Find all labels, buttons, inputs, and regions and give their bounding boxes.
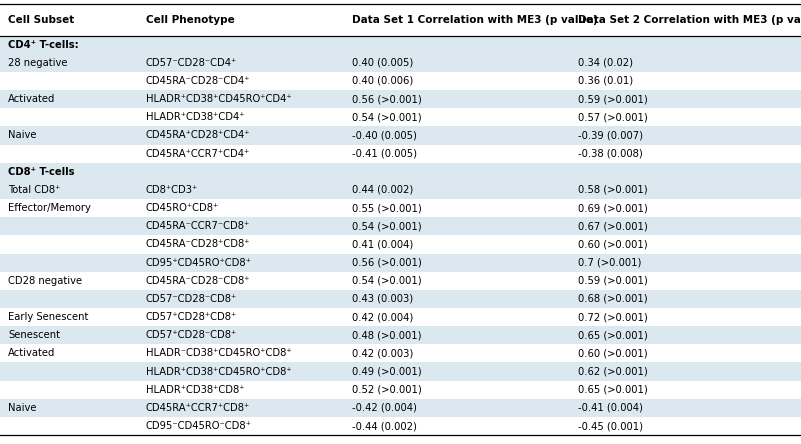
Text: 0.48 (>0.001): 0.48 (>0.001) xyxy=(352,330,421,340)
Text: CD45RA⁺CCR7⁺CD4⁺: CD45RA⁺CCR7⁺CD4⁺ xyxy=(146,149,250,159)
Text: Activated: Activated xyxy=(8,94,55,104)
Text: 0.7 (>0.001): 0.7 (>0.001) xyxy=(578,258,642,268)
Text: 0.52 (>0.001): 0.52 (>0.001) xyxy=(352,385,421,395)
Text: Early Senescent: Early Senescent xyxy=(8,312,88,322)
Text: Naive: Naive xyxy=(8,131,37,140)
Text: Cell Phenotype: Cell Phenotype xyxy=(146,15,235,25)
Text: -0.39 (0.007): -0.39 (0.007) xyxy=(578,131,643,140)
Bar xyxy=(0,199,801,217)
Text: 0.36 (0.01): 0.36 (0.01) xyxy=(578,76,634,86)
Text: Data Set 1 Correlation with ME3 (p value): Data Set 1 Correlation with ME3 (p value… xyxy=(352,15,598,25)
Text: CD45RA⁻CD28⁺CD8⁺: CD45RA⁻CD28⁺CD8⁺ xyxy=(146,239,250,250)
Text: CD4⁺ T-cells:: CD4⁺ T-cells: xyxy=(8,40,78,50)
Text: Total CD8⁺: Total CD8⁺ xyxy=(8,185,60,195)
Text: 0.54 (>0.001): 0.54 (>0.001) xyxy=(352,112,421,122)
Text: 0.65 (>0.001): 0.65 (>0.001) xyxy=(578,385,648,395)
Bar xyxy=(0,54,801,72)
Bar xyxy=(0,108,801,127)
Text: 0.60 (>0.001): 0.60 (>0.001) xyxy=(578,239,648,250)
Text: 0.59 (>0.001): 0.59 (>0.001) xyxy=(578,276,648,286)
Text: HLADR⁻CD38⁺CD45RO⁺CD8⁺: HLADR⁻CD38⁺CD45RO⁺CD8⁺ xyxy=(146,349,292,358)
Text: 0.58 (>0.001): 0.58 (>0.001) xyxy=(578,185,648,195)
Text: -0.38 (0.008): -0.38 (0.008) xyxy=(578,149,643,159)
Bar xyxy=(0,254,801,272)
Text: 0.56 (>0.001): 0.56 (>0.001) xyxy=(352,94,421,104)
Text: 0.65 (>0.001): 0.65 (>0.001) xyxy=(578,330,648,340)
Text: 0.56 (>0.001): 0.56 (>0.001) xyxy=(352,258,421,268)
Text: CD45RA⁺CD28⁺CD4⁺: CD45RA⁺CD28⁺CD4⁺ xyxy=(146,131,250,140)
Text: CD28 negative: CD28 negative xyxy=(8,276,83,286)
Text: 0.69 (>0.001): 0.69 (>0.001) xyxy=(578,203,648,213)
Text: -0.41 (0.005): -0.41 (0.005) xyxy=(352,149,417,159)
Text: HLADR⁺CD38⁺CD8⁺: HLADR⁺CD38⁺CD8⁺ xyxy=(146,385,244,395)
Text: 0.42 (0.003): 0.42 (0.003) xyxy=(352,349,413,358)
Bar xyxy=(0,235,801,254)
Text: 0.49 (>0.001): 0.49 (>0.001) xyxy=(352,367,421,377)
Text: Naive: Naive xyxy=(8,403,37,413)
Text: HLADR⁺CD38⁺CD4⁺: HLADR⁺CD38⁺CD4⁺ xyxy=(146,112,244,122)
Bar xyxy=(0,163,801,181)
Text: 0.42 (0.004): 0.42 (0.004) xyxy=(352,312,413,322)
Text: -0.42 (0.004): -0.42 (0.004) xyxy=(352,403,417,413)
Text: CD57⁺CD28⁺CD8⁺: CD57⁺CD28⁺CD8⁺ xyxy=(146,312,237,322)
Bar xyxy=(0,272,801,290)
Bar xyxy=(0,127,801,145)
Text: -0.44 (0.002): -0.44 (0.002) xyxy=(352,421,417,431)
Bar xyxy=(0,72,801,90)
Bar xyxy=(0,181,801,199)
Text: CD45RA⁺CCR7⁺CD8⁺: CD45RA⁺CCR7⁺CD8⁺ xyxy=(146,403,250,413)
Text: CD95⁻CD45RO⁻CD8⁺: CD95⁻CD45RO⁻CD8⁺ xyxy=(146,421,252,431)
Text: 0.60 (>0.001): 0.60 (>0.001) xyxy=(578,349,648,358)
Bar xyxy=(0,362,801,381)
Text: 0.55 (>0.001): 0.55 (>0.001) xyxy=(352,203,421,213)
Text: 0.54 (>0.001): 0.54 (>0.001) xyxy=(352,221,421,231)
Text: CD45RO⁺CD8⁺: CD45RO⁺CD8⁺ xyxy=(146,203,219,213)
Text: Cell Subset: Cell Subset xyxy=(8,15,74,25)
Bar xyxy=(0,326,801,344)
Text: 0.57 (>0.001): 0.57 (>0.001) xyxy=(578,112,648,122)
Text: 0.43 (0.003): 0.43 (0.003) xyxy=(352,294,413,304)
Bar xyxy=(0,417,801,435)
Text: CD57⁺CD28⁻CD8⁺: CD57⁺CD28⁻CD8⁺ xyxy=(146,330,237,340)
Text: CD95⁺CD45RO⁺CD8⁺: CD95⁺CD45RO⁺CD8⁺ xyxy=(146,258,252,268)
Text: -0.41 (0.004): -0.41 (0.004) xyxy=(578,403,643,413)
Text: 0.41 (0.004): 0.41 (0.004) xyxy=(352,239,413,250)
Bar xyxy=(0,290,801,308)
Text: 28 negative: 28 negative xyxy=(8,58,67,68)
Text: CD45RA⁻CD28⁻CD4⁺: CD45RA⁻CD28⁻CD4⁺ xyxy=(146,76,250,86)
Text: 0.59 (>0.001): 0.59 (>0.001) xyxy=(578,94,648,104)
Bar xyxy=(0,381,801,399)
Text: Data Set 2 Correlation with ME3 (p value): Data Set 2 Correlation with ME3 (p value… xyxy=(578,15,801,25)
Text: CD8⁺CD3⁺: CD8⁺CD3⁺ xyxy=(146,185,198,195)
Text: -0.40 (0.005): -0.40 (0.005) xyxy=(352,131,417,140)
Bar xyxy=(0,217,801,235)
Text: 0.68 (>0.001): 0.68 (>0.001) xyxy=(578,294,648,304)
Text: 0.67 (>0.001): 0.67 (>0.001) xyxy=(578,221,648,231)
Text: HLADR⁺CD38⁺CD45RO⁺CD4⁺: HLADR⁺CD38⁺CD45RO⁺CD4⁺ xyxy=(146,94,292,104)
Text: CD57⁻CD28⁻CD4⁺: CD57⁻CD28⁻CD4⁺ xyxy=(146,58,237,68)
Bar xyxy=(0,90,801,108)
Text: HLADR⁺CD38⁺CD45RO⁺CD8⁺: HLADR⁺CD38⁺CD45RO⁺CD8⁺ xyxy=(146,367,292,377)
Text: 0.44 (0.002): 0.44 (0.002) xyxy=(352,185,413,195)
Text: Effector/Memory: Effector/Memory xyxy=(8,203,91,213)
Text: 0.54 (>0.001): 0.54 (>0.001) xyxy=(352,276,421,286)
Text: 0.62 (>0.001): 0.62 (>0.001) xyxy=(578,367,648,377)
Bar xyxy=(0,4,801,36)
Bar xyxy=(0,399,801,417)
Bar xyxy=(0,344,801,362)
Text: 0.40 (0.006): 0.40 (0.006) xyxy=(352,76,413,86)
Text: CD8⁺ T-cells: CD8⁺ T-cells xyxy=(8,167,74,177)
Text: 0.34 (0.02): 0.34 (0.02) xyxy=(578,58,634,68)
Bar xyxy=(0,145,801,163)
Text: Senescent: Senescent xyxy=(8,330,60,340)
Text: Activated: Activated xyxy=(8,349,55,358)
Text: 0.40 (0.005): 0.40 (0.005) xyxy=(352,58,413,68)
Bar xyxy=(0,308,801,326)
Text: -0.45 (0.001): -0.45 (0.001) xyxy=(578,421,643,431)
Text: CD45RA⁻CD28⁻CD8⁺: CD45RA⁻CD28⁻CD8⁺ xyxy=(146,276,250,286)
Bar xyxy=(0,36,801,54)
Text: CD45RA⁻CCR7⁻CD8⁺: CD45RA⁻CCR7⁻CD8⁺ xyxy=(146,221,250,231)
Text: CD57⁻CD28⁻CD8⁺: CD57⁻CD28⁻CD8⁺ xyxy=(146,294,237,304)
Text: 0.72 (>0.001): 0.72 (>0.001) xyxy=(578,312,648,322)
